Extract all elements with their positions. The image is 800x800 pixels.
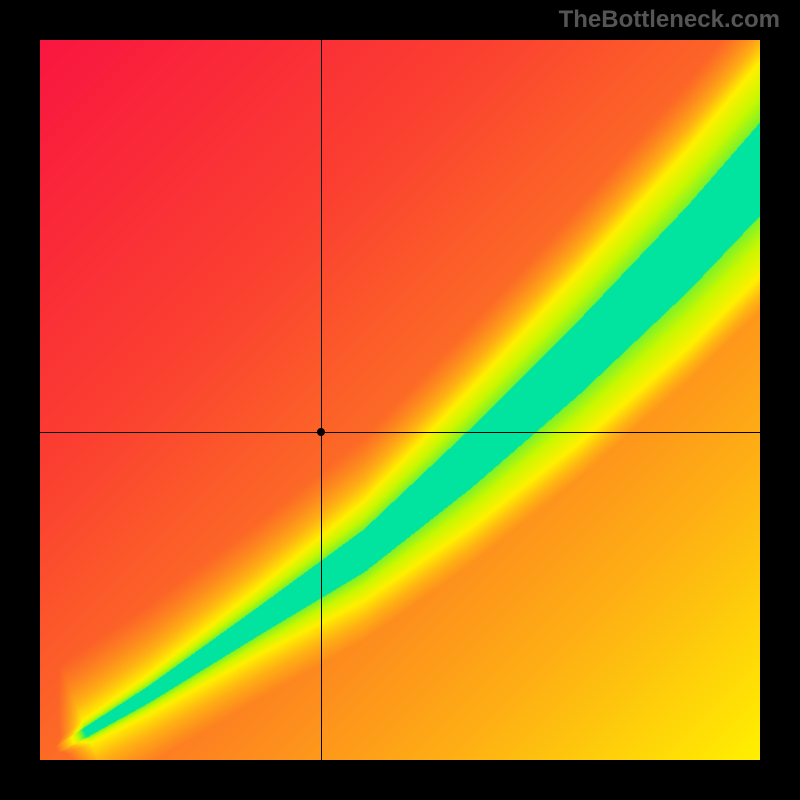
watermark-text: TheBottleneck.com [559, 6, 780, 34]
heatmap-canvas [40, 40, 760, 760]
crosshair-vertical [321, 40, 322, 760]
crosshair-horizontal [40, 432, 760, 433]
heatmap-plot [40, 40, 760, 760]
crosshair-marker-dot [317, 428, 325, 436]
